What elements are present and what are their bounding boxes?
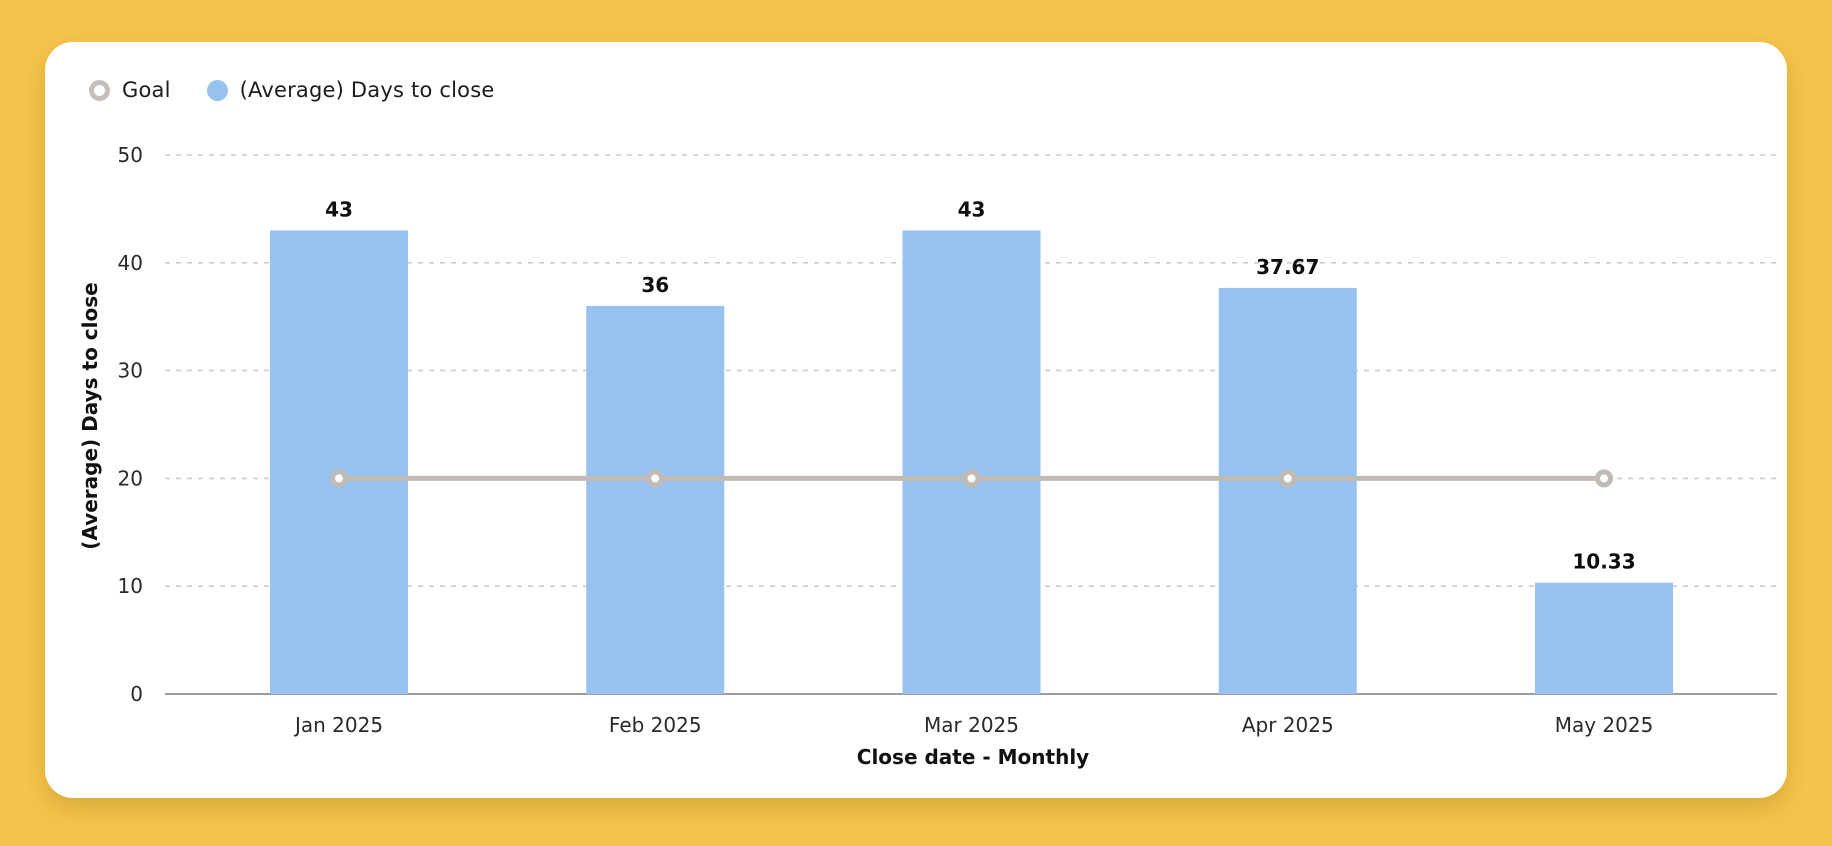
bar-value-label: 37.67 <box>1256 255 1319 279</box>
goal-line-group <box>330 469 1613 488</box>
bar-value-label: 43 <box>958 197 986 221</box>
goal-marker-mar-2025[interactable] <box>962 469 981 488</box>
y-tick-0: 0 <box>130 682 143 706</box>
y-tick-50: 50 <box>118 143 143 167</box>
bar-jan-2025[interactable] <box>270 230 408 694</box>
chart-card: Goal (Average) Days to close 43 36 43 37.67… <box>45 42 1787 798</box>
goal-ring-icon <box>89 79 110 101</box>
goal-marker-jan-2025[interactable] <box>330 469 348 488</box>
bar-may-2025[interactable] <box>1535 582 1673 694</box>
y-tick-20: 20 <box>118 466 143 490</box>
legend-label-goal: Goal <box>122 78 171 102</box>
goal-marker-may-2025[interactable] <box>1595 469 1613 488</box>
bar-value-label: 36 <box>641 273 669 297</box>
x-category-label: Feb 2025 <box>609 713 702 737</box>
bar-feb-2025[interactable] <box>586 305 725 694</box>
legend-label-days-to-close: (Average) Days to close <box>239 78 495 102</box>
axis-ticks-group: 0 10 20 30 40 50 Jan 2025 Feb 2025 Mar 2025 Apr 2… <box>118 143 1654 737</box>
series-dot-icon <box>206 79 228 101</box>
y-tick-40: 40 <box>118 251 143 275</box>
goal-marker-apr-2025[interactable] <box>1278 469 1297 488</box>
bar-apr-2025[interactable] <box>1218 287 1357 694</box>
bar-value-label: 43 <box>325 197 353 221</box>
x-category-label: Apr 2025 <box>1242 713 1334 737</box>
goal-marker-feb-2025[interactable] <box>646 469 665 488</box>
chart-legend: Goal (Average) Days to close <box>89 78 494 102</box>
legend-item-days-to-close[interactable]: (Average) Days to close <box>206 78 495 102</box>
x-axis-title: Close date - Monthly <box>857 745 1089 769</box>
bar-value-label: 10.33 <box>1572 550 1635 574</box>
bar-mar-2025[interactable] <box>902 230 1041 694</box>
x-category-label: Jan 2025 <box>293 713 383 737</box>
chart-svg: 43 36 43 37.67 10.33 0 10 20 30 40 50 Jan 2025 Feb … <box>78 143 1777 769</box>
y-axis-title: (Average) Days to close <box>78 282 102 549</box>
x-category-label: May 2025 <box>1555 713 1654 737</box>
y-tick-10: 10 <box>118 574 143 598</box>
y-tick-30: 30 <box>118 359 143 383</box>
x-category-label: Mar 2025 <box>924 713 1019 737</box>
bars-group: 43 36 43 37.67 10.33 <box>270 197 1673 694</box>
legend-item-goal[interactable]: Goal <box>89 78 171 102</box>
